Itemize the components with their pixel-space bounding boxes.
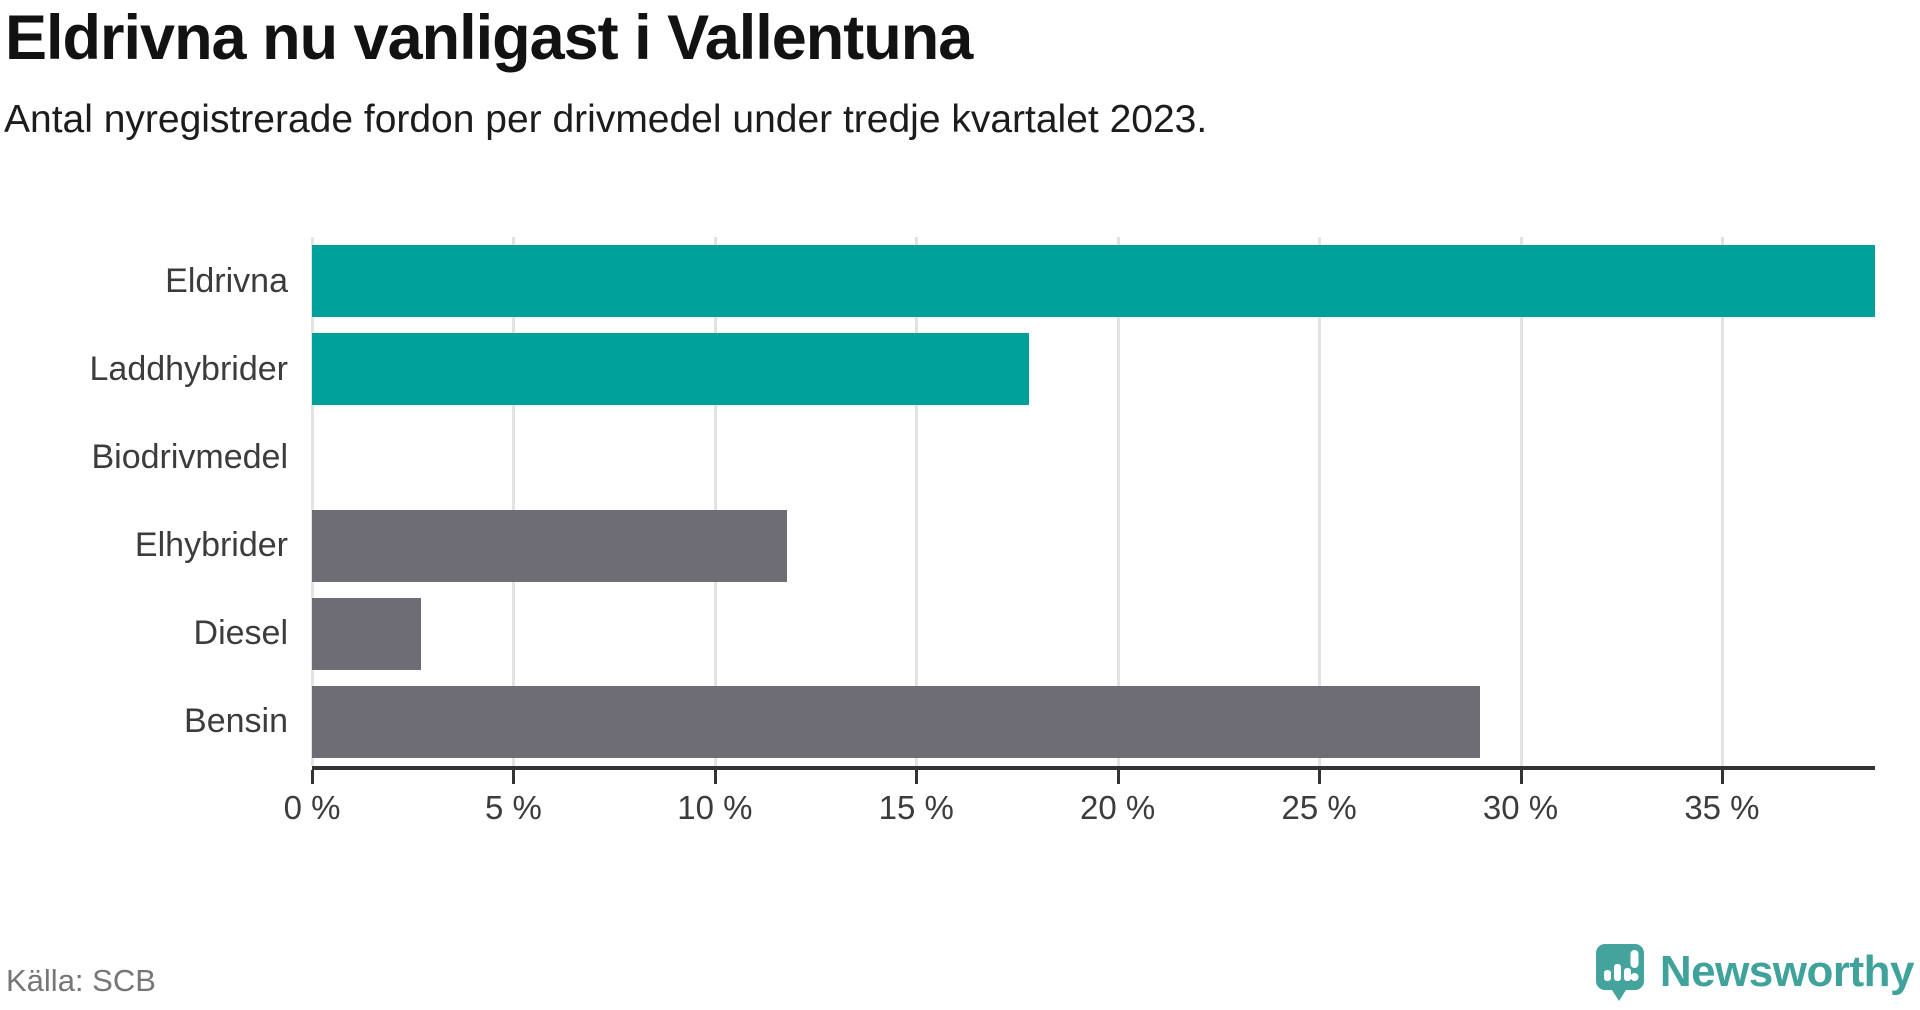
bar-row [312,590,1875,678]
axis-tick [512,770,516,784]
gridline [1720,237,1724,766]
bar-row [312,678,1875,766]
axis-tick [1519,770,1523,784]
gridline [1318,237,1322,766]
newsworthy-logo-icon [1595,944,1644,1001]
gridline [1519,237,1523,766]
category-label: Bensin [184,702,288,741]
tick-label: 0 % [283,789,341,826]
category-label: Elhybrider [134,526,288,564]
category-label: Eldrivna [165,261,288,300]
newsworthy-logo: Newsworthy [1594,942,1915,1002]
bar-row [312,413,1875,501]
category-label: Diesel [193,614,288,653]
bar-eldrivna [312,245,1875,317]
gridline [915,237,919,766]
chart-subtitle: Antal nyregistrerade fordon per drivmede… [4,98,1208,141]
axis-tick [915,770,919,784]
category-axis: Eldrivna Laddhybrider Biodrivmedel Elhybrid… [0,237,288,766]
gridline [512,237,516,766]
bar-laddhybrider [312,333,1030,406]
axis-tick [1318,770,1322,784]
bar-row [312,237,1875,325]
axis-tick [713,770,717,784]
tick-label: 5 % [484,789,542,826]
bar-bensin [312,685,1481,758]
axis-tick [1720,770,1724,784]
newsworthy-logo-text: Newsworthy [1659,947,1915,996]
tick-label: 30 % [1482,789,1559,826]
category-label: Biodrivmedel [91,437,288,476]
tick-label: 10 % [677,789,753,826]
plot-area [311,237,1875,770]
tick-label: 20 % [1080,789,1156,826]
bar-row [312,502,1875,590]
axis-tick [1116,770,1120,784]
bar-diesel [312,597,421,670]
gridline [1116,237,1120,766]
bar-elhybrider [312,509,788,582]
category-label: Laddhybrider [89,349,288,388]
bar-row [312,325,1875,413]
tick-label: 25 % [1281,789,1357,826]
chart-title: Eldrivna nu vanligast i Vallentuna [5,3,973,73]
tick-label: 15 % [878,789,954,826]
gridline [311,237,314,766]
gridline [713,237,717,766]
tick-label: 35 % [1684,789,1760,826]
axis-tick [311,770,314,784]
source-note: Källa: SCB [6,963,156,998]
